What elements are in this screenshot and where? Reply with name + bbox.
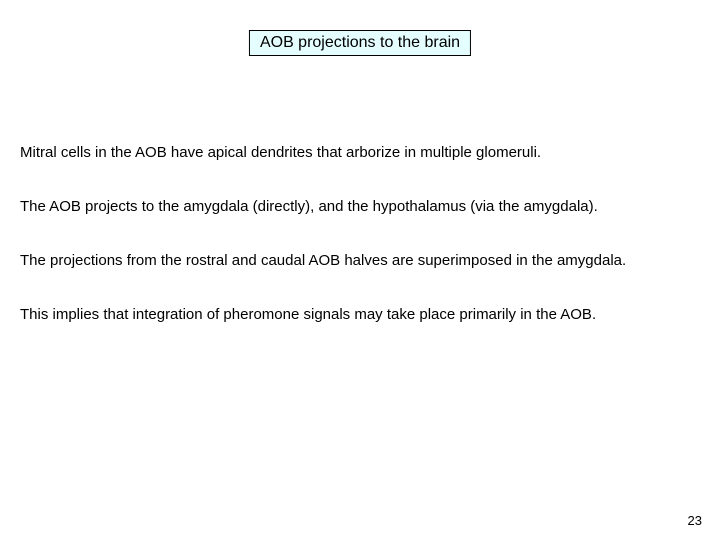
page-number: 23 (688, 513, 702, 528)
slide-content: Mitral cells in the AOB have apical dend… (20, 135, 700, 351)
paragraph-3: The projections from the rostral and cau… (20, 243, 700, 279)
paragraph-4: This implies that integration of pheromo… (20, 297, 700, 333)
paragraph-2: The AOB projects to the amygdala (direct… (20, 189, 700, 225)
slide-title: AOB projections to the brain (249, 30, 471, 56)
paragraph-1: Mitral cells in the AOB have apical dend… (20, 135, 700, 171)
